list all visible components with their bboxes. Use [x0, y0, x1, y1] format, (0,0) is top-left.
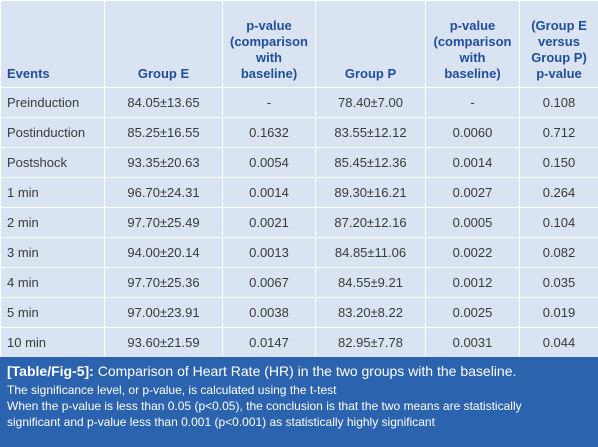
cell-event: Preinduction	[0, 87, 105, 118]
cell-pvalue-p: 0.0005	[425, 207, 520, 238]
cell-event: 4 min	[0, 267, 105, 298]
cell-pvalue-e-vs-p: 0.082	[519, 237, 598, 268]
cell-event: 10 min	[0, 327, 105, 358]
cell-pvalue-e-vs-p: 0.035	[519, 267, 598, 298]
table-body: Preinduction 84.05±13.65-78.40±7.00-0.108…	[0, 87, 598, 358]
caption-label: [Table/Fig-5]:	[7, 363, 94, 379]
caption-title: [Table/Fig-5]: Comparison of Heart Rate …	[7, 363, 592, 380]
cell-pvalue-p: 0.0031	[425, 327, 520, 358]
cell-pvalue-e: 0.0021	[222, 207, 316, 238]
cell-event: 1 min	[0, 177, 105, 208]
cell-pvalue-e: 0.0013	[222, 237, 316, 268]
caption-note-2: When the p-value is less than 0.05 (p<0.…	[7, 399, 522, 413]
table-row: Postshock 93.35±20.63 0.0054 85.45±12.36 0.0…	[0, 147, 598, 178]
header-pvalue-p: p-value (comparison with baseline)	[425, 0, 520, 88]
cell-group-p: 83.20±8.22	[315, 297, 426, 328]
cell-event: Postinduction	[0, 117, 105, 148]
cell-pvalue-e-vs-p: 0.150	[519, 147, 598, 178]
table-row: 3 min 94.00±20.14 0.0013 84.85±11.06 0.0022 0…	[0, 237, 598, 268]
table-row: 2 min 97.70±25.49 0.0021 87.20±12.16 0.0005 0…	[0, 207, 598, 238]
cell-group-p: 85.45±12.36	[315, 147, 426, 178]
table-caption: [Table/Fig-5]: Comparison of Heart Rate …	[0, 357, 598, 447]
cell-pvalue-p: 0.0025	[425, 297, 520, 328]
cell-group-e: 96.70±24.31	[104, 177, 223, 208]
cell-pvalue-p: 0.0012	[425, 267, 520, 298]
cell-group-p: 78.40±7.00	[315, 87, 426, 118]
caption-note-3: significant and p-value less than 0.001 …	[7, 415, 435, 429]
cell-pvalue-p: -	[425, 87, 520, 118]
cell-event: 2 min	[0, 207, 105, 238]
header-pvalue-e: p-value (comparison with baseline)	[222, 0, 316, 88]
cell-group-p: 84.85±11.06	[315, 237, 426, 268]
cell-group-e: 97.70±25.36	[104, 267, 223, 298]
cell-group-e: 97.70±25.49	[104, 207, 223, 238]
cell-pvalue-p: 0.0014	[425, 147, 520, 178]
cell-group-e: 94.00±20.14	[104, 237, 223, 268]
cell-group-e: 93.60±21.59	[104, 327, 223, 358]
cell-group-e: 97.00±23.91	[104, 297, 223, 328]
cell-event: Postshock	[0, 147, 105, 178]
cell-group-p: 83.55±12.12	[315, 117, 426, 148]
cell-group-p: 89.30±16.21	[315, 177, 426, 208]
table-row: 4 min 97.70±25.36 0.0067 84.55±9.21 0.0012 0.…	[0, 267, 598, 298]
cell-event: 5 min	[0, 297, 105, 328]
cell-pvalue-p: 0.0060	[425, 117, 520, 148]
cell-event: 3 min	[0, 237, 105, 268]
cell-pvalue-e-vs-p: 0.108	[519, 87, 598, 118]
cell-pvalue-e: 0.0038	[222, 297, 316, 328]
cell-pvalue-e-vs-p: 0.712	[519, 117, 598, 148]
caption-title-text: Comparison of Heart Rate (HR) in the two…	[97, 363, 517, 379]
cell-pvalue-e: 0.0014	[222, 177, 316, 208]
header-pvalue-e-vs-p: (Group E versus Group P) p-value	[519, 0, 598, 88]
cell-pvalue-e: 0.1632	[222, 117, 316, 148]
cell-group-e: 93.35±20.63	[104, 147, 223, 178]
header-events: Events	[0, 0, 105, 88]
cell-pvalue-e-vs-p: 0.104	[519, 207, 598, 238]
cell-group-e: 84.05±13.65	[104, 87, 223, 118]
table-row: 5 min 97.00±23.91 0.0038 83.20±8.22 0.0025 0.…	[0, 297, 598, 328]
cell-group-p: 82.95±7.78	[315, 327, 426, 358]
header-group-p: Group P	[315, 0, 426, 88]
cell-pvalue-e-vs-p: 0.264	[519, 177, 598, 208]
cell-pvalue-e-vs-p: 0.044	[519, 327, 598, 358]
cell-group-p: 84.55±9.21	[315, 267, 426, 298]
table-row: 1 min 96.70±24.31 0.0014 89.30±16.21 0.0027 0…	[0, 177, 598, 208]
cell-group-e: 85.25±16.55	[104, 117, 223, 148]
cell-pvalue-e-vs-p: 0.019	[519, 297, 598, 328]
cell-pvalue-e: -	[222, 87, 316, 118]
cell-pvalue-e: 0.0067	[222, 267, 316, 298]
table-row: 10 min 93.60±21.59 0.0147 82.95±7.78 0.0031 0…	[0, 327, 598, 358]
cell-pvalue-e: 0.0147	[222, 327, 316, 358]
cell-pvalue-p: 0.0027	[425, 177, 520, 208]
table-row: Preinduction 84.05±13.65-78.40±7.00-0.108	[0, 87, 598, 118]
cell-group-p: 87.20±12.16	[315, 207, 426, 238]
caption-note-1: The significance level, or p-value, is c…	[7, 383, 337, 397]
header-group-e: Group E	[104, 0, 223, 88]
table-row: Postinduction 85.25±16.55 0.1632 83.55±12.1…	[0, 117, 598, 148]
cell-pvalue-e: 0.0054	[222, 147, 316, 178]
cell-pvalue-p: 0.0022	[425, 237, 520, 268]
